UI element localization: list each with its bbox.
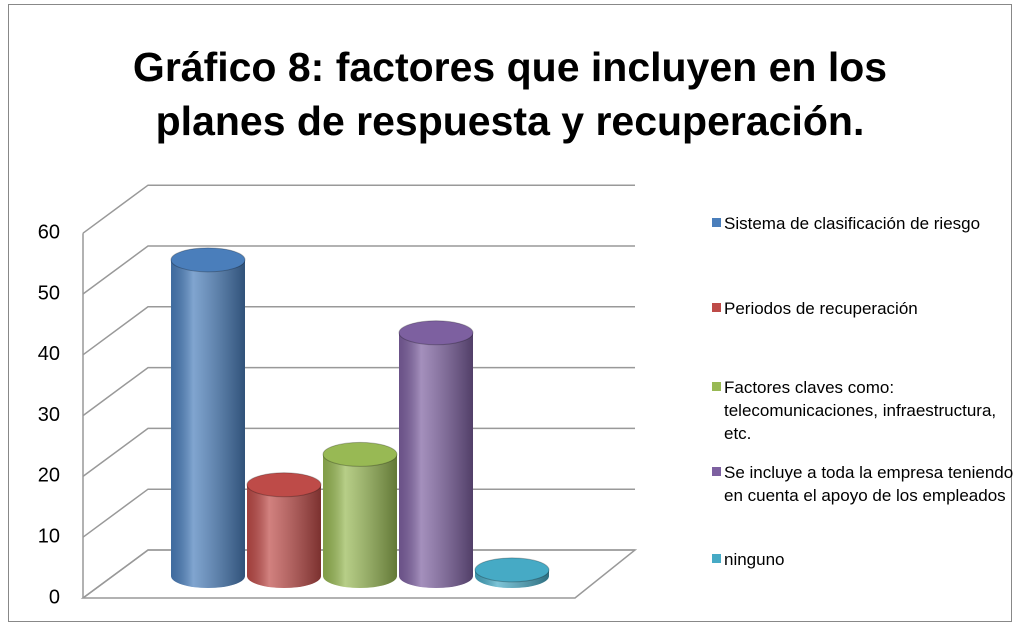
legend-swatch xyxy=(712,554,721,563)
y-tick-label: 40 xyxy=(38,343,60,365)
legend-entry: Periodos de recuperación xyxy=(712,297,1023,320)
legend-swatch xyxy=(712,382,721,391)
bar-top xyxy=(322,441,398,467)
legend-label: Sistema de clasificación de riesgo xyxy=(724,214,981,233)
grid-line xyxy=(82,184,635,234)
bar-shading xyxy=(247,484,321,588)
y-tick-label: 60 xyxy=(38,221,60,243)
legend-label: Factores claves como: telecomunicaciones… xyxy=(724,378,997,443)
legend-swatch xyxy=(712,218,721,227)
y-tick-label: 50 xyxy=(38,282,60,304)
grid-line xyxy=(82,245,635,295)
chart-title: Gráfico 8: factores que incluyen en los … xyxy=(132,44,888,144)
legend-label: Se incluye a toda la empresa teniendo en… xyxy=(724,463,1014,505)
bar-shading xyxy=(399,332,473,588)
bar-top xyxy=(474,557,550,583)
y-tick-label: 10 xyxy=(38,525,60,547)
legend-entry: Factores claves como: telecomunicaciones… xyxy=(712,376,1023,445)
y-tick-label: 30 xyxy=(38,404,60,426)
bar-top xyxy=(246,472,322,498)
legend-swatch xyxy=(712,467,721,476)
grid-line xyxy=(82,366,635,417)
legend-label: ninguno xyxy=(724,550,785,569)
y-tick-label: 0 xyxy=(49,586,60,608)
legend-label: Periodos de recuperación xyxy=(724,299,918,318)
legend-swatch xyxy=(712,303,721,312)
bar-shading xyxy=(323,454,397,588)
bar-top xyxy=(398,320,474,346)
y-tick-label: 20 xyxy=(38,465,60,487)
legend-entry: ninguno xyxy=(712,548,1023,571)
legend-entry: Se incluye a toda la empresa teniendo en… xyxy=(712,461,1023,507)
bar-top xyxy=(170,247,246,273)
bar-shading xyxy=(171,259,245,588)
chart-frame xyxy=(8,4,1012,622)
grid-line xyxy=(82,306,635,356)
legend-entry: Sistema de clasificación de riesgo xyxy=(712,212,1023,235)
